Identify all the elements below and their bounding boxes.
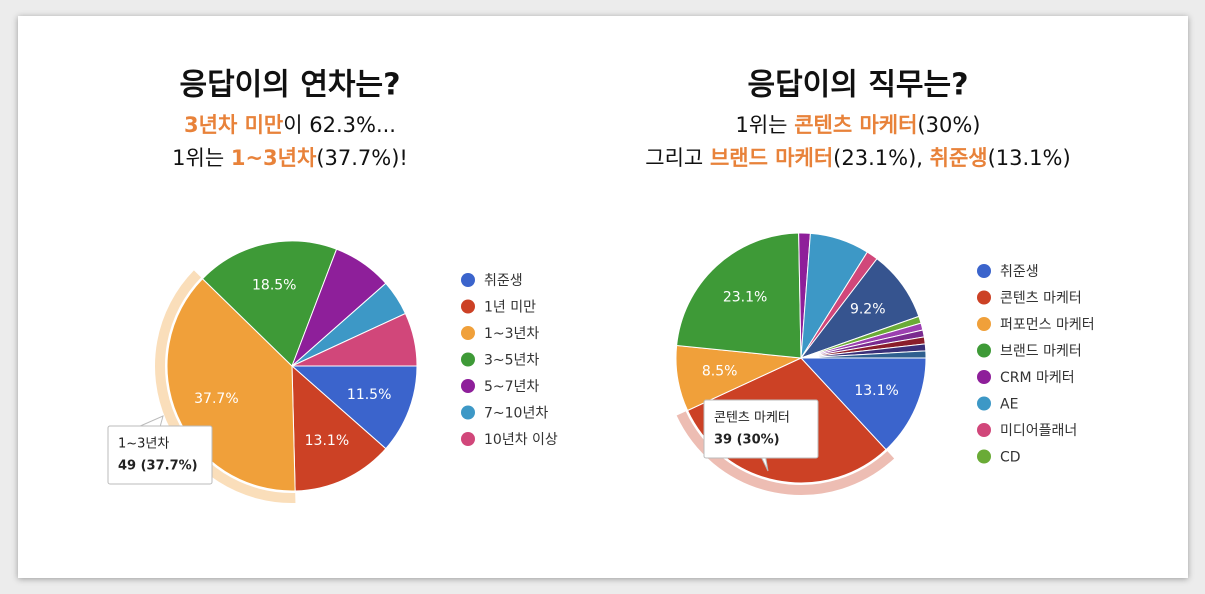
subtitle-segment: 3년차 미만 xyxy=(184,113,283,137)
legend-swatch xyxy=(977,449,991,464)
subtitle-segment: 1~3년차 xyxy=(231,146,317,170)
legend-swatch xyxy=(461,352,475,367)
legend-swatch xyxy=(461,432,475,446)
tooltip-value: 39 (30%) xyxy=(714,433,780,448)
tooltip-label: 콘텐츠 마케터 xyxy=(714,411,790,426)
subtitle-line: 3년차 미만이 62.3%... xyxy=(184,113,396,137)
subtitle-segment: 이 62.3%... xyxy=(283,113,396,137)
tooltip-box xyxy=(107,425,213,485)
subtitle-segment: 1위는 xyxy=(172,146,231,170)
subtitle-line: 1위는 콘텐츠 마케터(30%) xyxy=(736,113,981,137)
legend-label: 1~3년차 xyxy=(484,326,539,342)
legend-swatch xyxy=(461,379,475,393)
subtitle-segment: 브랜드 마케터 xyxy=(710,146,833,170)
legend-swatch xyxy=(977,423,991,437)
subtitle-segment: (30%) xyxy=(917,113,980,137)
legend-label: CD xyxy=(1000,450,1021,466)
pie-slice xyxy=(290,365,418,450)
tooltip-value: 49 (37.7%) xyxy=(118,459,198,474)
legend-label: 5~7년차 xyxy=(484,379,539,395)
slide: 응답이의 연차는? 3년차 미만이 62.3%... 1위는 1~3년차(37.7%… xyxy=(18,16,1188,578)
slice-label: 37.7% xyxy=(194,391,238,407)
subtitle-segment: (37.7%)! xyxy=(316,146,408,170)
pie-slice xyxy=(799,357,927,451)
legend-swatch xyxy=(461,273,475,287)
legend-swatch xyxy=(977,290,991,305)
subtitle-segment: (13.1%) xyxy=(988,146,1071,170)
legend-swatch xyxy=(977,317,991,331)
pie-slice xyxy=(676,232,802,359)
slice-highlight xyxy=(676,411,895,495)
legend-swatch xyxy=(461,405,475,420)
legend-label: 콘텐츠 마케터 xyxy=(1000,291,1082,307)
tooltip-box xyxy=(703,399,819,459)
tooltip-label: 1~3년차 xyxy=(118,437,169,452)
subtitle-line: 1위는 1~3년차(37.7%)! xyxy=(172,146,408,170)
legend-swatch xyxy=(977,370,991,384)
slice-label: 23.1% xyxy=(723,289,767,305)
tooltip-pointer xyxy=(137,415,164,428)
subtitle-segment: (23.1%), xyxy=(833,146,929,170)
legend-label: 취준생 xyxy=(484,273,523,289)
legend-label: 3~5년차 xyxy=(484,353,539,369)
pie-slice xyxy=(201,240,338,367)
pie-slice xyxy=(291,364,387,492)
legend-label: 미디어플래너 xyxy=(1000,423,1077,439)
slice-label: 18.5% xyxy=(252,277,296,293)
subtitle-segment: 그리고 xyxy=(645,146,710,170)
legend-label: 10년차 이상 xyxy=(484,432,558,448)
legend-label: 7~10년차 xyxy=(484,406,548,422)
slice-label: 13.1% xyxy=(854,383,898,399)
pie-slice xyxy=(291,312,418,367)
subtitle-segment: 취준생 xyxy=(930,146,988,170)
subtitle-line: 그리고 브랜드 마케터(23.1%), 취준생(13.1%) xyxy=(645,146,1070,170)
slice-label: 13.1% xyxy=(305,433,349,449)
legend-label: 1년 미만 xyxy=(484,300,536,316)
tooltip: 콘텐츠 마케터 39 (30%) xyxy=(703,399,819,472)
subtitle-segment: 1위는 xyxy=(736,113,795,137)
slice-highlight xyxy=(155,270,296,503)
tooltip: 1~3년차 49 (37.7%) xyxy=(107,415,213,485)
slice-label: 9.2% xyxy=(850,302,886,318)
legend-label: 퍼포먼스 마케터 xyxy=(1000,317,1095,333)
legend-swatch xyxy=(977,264,991,278)
legend-label: 브랜드 마케터 xyxy=(1000,344,1082,360)
chart-title: 응답이의 직무는? xyxy=(747,68,968,103)
slice-label: 8.5% xyxy=(702,364,738,380)
legend-label: AE xyxy=(1000,397,1018,413)
chart-title: 응답이의 연차는? xyxy=(179,68,400,103)
legend-label: CRM 마케터 xyxy=(1000,370,1075,386)
pie-slice xyxy=(800,350,927,359)
legend-label: 취준생 xyxy=(1000,264,1039,280)
subtitle-segment: 콘텐츠 마케터 xyxy=(794,113,917,137)
slice-label: 11.5% xyxy=(347,387,391,403)
legend-swatch xyxy=(977,343,991,358)
legend-swatch xyxy=(461,299,475,314)
legend-swatch xyxy=(977,396,991,411)
legend-swatch xyxy=(461,326,475,340)
slide-canvas: 응답이의 연차는?3년차 미만이 62.3%...1위는 1~3년차(37.7%… xyxy=(107,68,1095,503)
